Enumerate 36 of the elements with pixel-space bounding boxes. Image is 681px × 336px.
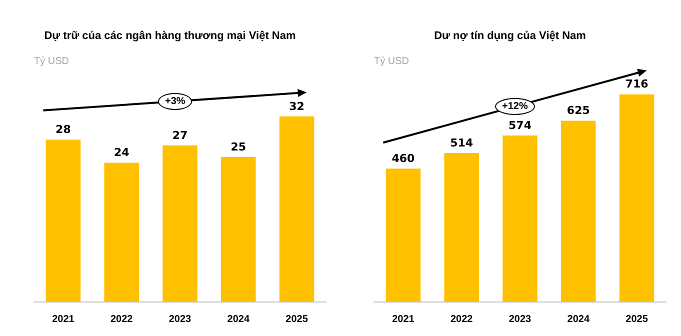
data-label: 625 <box>566 104 590 118</box>
data-label: 574 <box>508 118 532 132</box>
x-tick-label: 2022 <box>450 314 474 325</box>
bar <box>502 136 538 302</box>
bar <box>162 145 198 302</box>
bar <box>619 94 654 302</box>
x-tick-label: 2022 <box>110 314 134 325</box>
x-tick-label: 2021 <box>52 314 75 325</box>
x-tick-label: 2024 <box>227 314 250 325</box>
y-axis-title: Tỷ USD <box>374 56 409 67</box>
x-tick-label: 2024 <box>567 314 590 325</box>
bar <box>561 120 596 302</box>
bar <box>221 157 256 302</box>
x-tick-label: 2025 <box>626 314 648 325</box>
data-label: 28 <box>56 122 71 136</box>
bar <box>46 140 81 302</box>
text: +3% <box>158 92 192 110</box>
data-label: 514 <box>450 136 474 150</box>
y-axis-title: Tỷ USD <box>34 56 69 67</box>
chart-title: Dự trữ của các ngân hàng thương mại Việt Nam <box>43 30 297 42</box>
data-label: 716 <box>625 78 649 91</box>
x-tick-label: 2023 <box>168 314 192 325</box>
bar <box>386 168 421 302</box>
bar <box>444 152 479 302</box>
x-tick-label: 2021 <box>392 314 415 325</box>
x-tick-label: 2025 <box>286 314 308 325</box>
data-label: 24 <box>114 146 130 160</box>
annotation: +12% <box>495 98 535 115</box>
bar <box>279 116 314 302</box>
chart-title: Dư nợ tín dụng của Việt Nam <box>433 30 587 42</box>
data-label: 32 <box>289 100 304 113</box>
data-label: 27 <box>172 128 188 142</box>
bar <box>104 162 139 302</box>
data-label: 460 <box>392 152 416 165</box>
x-tick-label: 2023 <box>508 314 532 325</box>
data-label: 25 <box>230 140 246 154</box>
